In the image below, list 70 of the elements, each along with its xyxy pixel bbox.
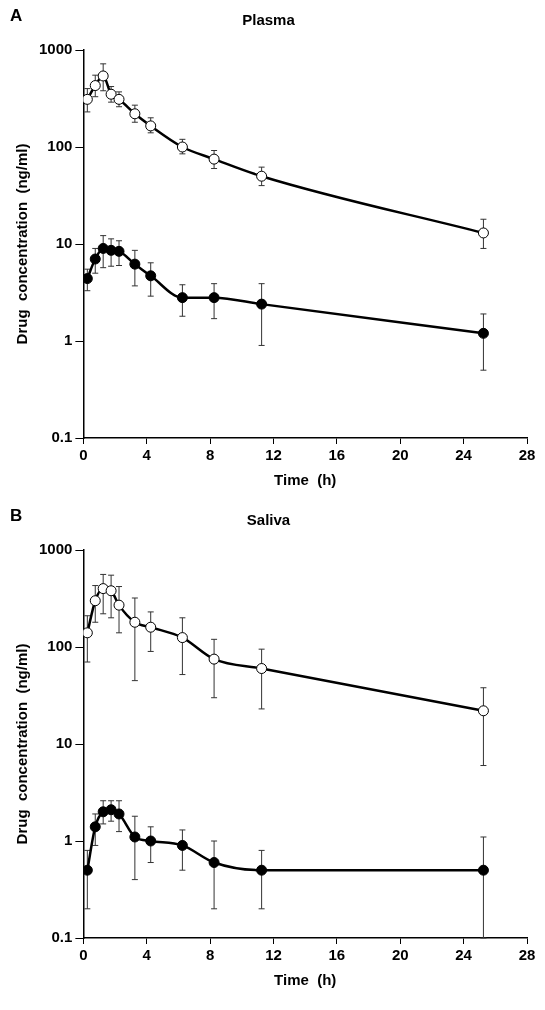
y-tick-label: 100: [47, 137, 73, 155]
point: [83, 93, 93, 105]
y-tick-label: 0.1: [51, 428, 73, 446]
x-tick-label: 12: [265, 446, 282, 464]
x-tick-label: 4: [142, 946, 152, 964]
y-tick-label: 1000: [38, 40, 73, 58]
point: [105, 585, 117, 597]
point: [83, 273, 93, 285]
point: [208, 292, 220, 304]
point: [83, 864, 93, 876]
y-tick-label: 100: [47, 637, 73, 655]
point: [129, 616, 141, 628]
y-axis-title: Drug concentration (ng/ml): [13, 143, 31, 345]
y-tick-label: 10: [55, 734, 73, 752]
x-tick-label: 16: [328, 446, 346, 464]
point: [477, 327, 489, 339]
y-tick-label: 10: [55, 234, 73, 252]
point: [256, 864, 268, 876]
point: [256, 663, 268, 675]
point: [176, 292, 188, 304]
x-tick-label: 8: [205, 446, 215, 464]
y-tick-label: 1: [64, 331, 73, 349]
x-tick-label: 28: [518, 446, 536, 464]
y-tick-label: 1: [64, 831, 73, 849]
point: [208, 153, 220, 165]
point: [477, 705, 489, 717]
chart-title: Saliva: [246, 511, 291, 529]
point: [113, 808, 125, 820]
y-tick-label: 1000: [38, 540, 73, 558]
point: [208, 653, 220, 665]
point: [129, 108, 141, 120]
point: [208, 857, 220, 869]
point: [145, 835, 157, 847]
point: [129, 258, 141, 270]
point: [145, 621, 157, 633]
point: [477, 864, 489, 876]
x-tick-label: 4: [142, 446, 152, 464]
x-axis-title: Time (h): [274, 471, 337, 489]
x-tick-label: 28: [518, 946, 536, 964]
x-axis-title: Time (h): [274, 971, 337, 989]
point: [83, 627, 93, 639]
point: [256, 170, 268, 182]
point: [89, 821, 101, 833]
x-tick-label: 20: [391, 446, 409, 464]
point: [113, 599, 125, 611]
point: [89, 595, 101, 607]
x-tick-label: 16: [328, 946, 346, 964]
chart-title: Plasma: [242, 11, 296, 29]
x-tick-label: 24: [455, 946, 473, 964]
point: [145, 270, 157, 282]
point: [113, 245, 125, 257]
x-tick-label: 0: [79, 946, 88, 964]
point: [129, 831, 141, 843]
point: [176, 632, 188, 644]
point: [176, 839, 188, 851]
x-tick-label: 12: [265, 946, 282, 964]
text: B: [10, 506, 23, 526]
x-tick-label: 0: [79, 446, 88, 464]
point: [256, 298, 268, 310]
text: A: [10, 6, 23, 26]
y-tick-label: 0.1: [51, 928, 73, 946]
x-tick-label: 24: [455, 446, 473, 464]
point: [105, 804, 117, 816]
point: [477, 227, 489, 239]
y-axis-title: Drug concentration (ng/ml): [13, 643, 31, 845]
x-tick-label: 8: [205, 946, 215, 964]
x-tick-label: 20: [391, 946, 409, 964]
point: [97, 70, 109, 82]
point: [89, 253, 101, 265]
point: [89, 80, 101, 92]
